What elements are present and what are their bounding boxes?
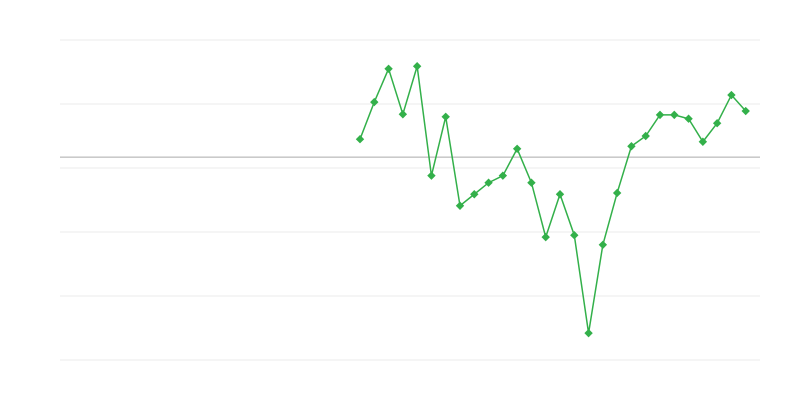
data-point (427, 171, 436, 180)
data-point (498, 171, 508, 180)
data-point (698, 137, 708, 146)
data-point (398, 110, 408, 119)
data-point (741, 106, 750, 116)
data-point (670, 110, 679, 120)
data-point (384, 64, 393, 73)
data-point (484, 178, 493, 187)
data-point (570, 231, 579, 240)
data-point (355, 135, 365, 144)
data-point (684, 114, 693, 123)
data-point (370, 97, 379, 107)
data-point (641, 131, 650, 141)
data-point (455, 201, 465, 210)
data-point (470, 190, 479, 199)
data-point (555, 190, 565, 199)
data-point (527, 178, 536, 187)
data-point (712, 119, 722, 128)
data-point (612, 188, 622, 198)
gridlines (60, 39, 760, 361)
data-point (512, 144, 522, 153)
data-point (541, 232, 550, 242)
data-point (441, 112, 450, 121)
series-markers (355, 62, 750, 338)
data-point (412, 62, 422, 71)
series-line (359, 66, 747, 334)
data-point (655, 110, 665, 120)
data-point (598, 240, 608, 249)
data-point (727, 90, 736, 100)
data-point (627, 142, 636, 151)
data-point (584, 328, 593, 338)
